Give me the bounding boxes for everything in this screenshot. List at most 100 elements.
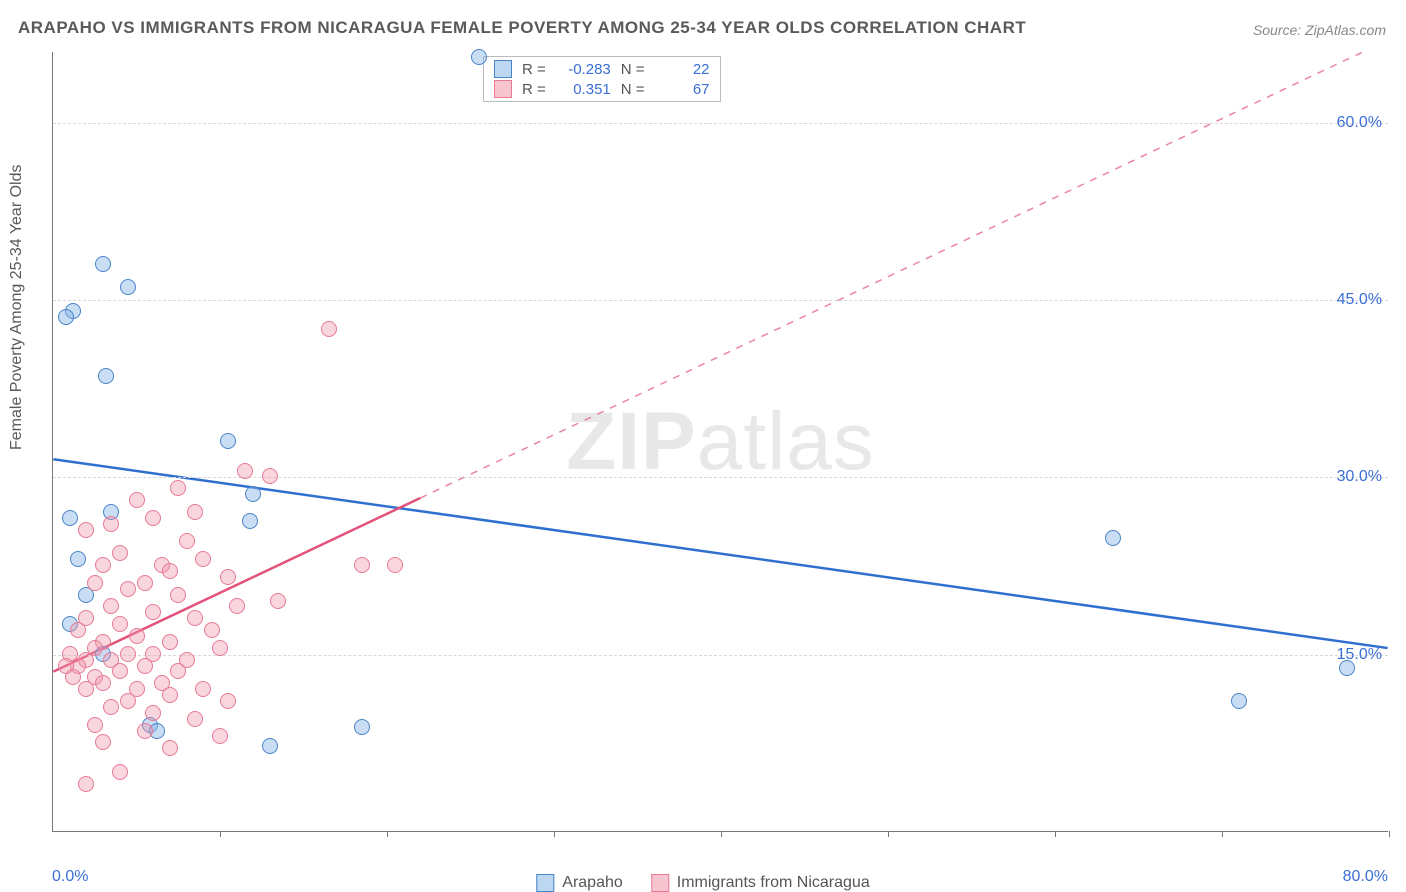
legend-item-arapaho: Arapaho: [536, 874, 623, 892]
scatter-point: [103, 699, 119, 715]
scatter-point: [321, 321, 337, 337]
scatter-point: [120, 646, 136, 662]
n-label: N =: [621, 61, 645, 78]
scatter-point: [112, 616, 128, 632]
scatter-plot: ZIPatlas R = -0.283 N = 22 R = 0.351 N =…: [52, 52, 1388, 832]
scatter-point: [70, 622, 86, 638]
x-tick: [387, 831, 388, 837]
gridline: [53, 655, 1388, 656]
gridline: [53, 477, 1388, 478]
n-value: 22: [655, 61, 710, 78]
scatter-point: [1231, 693, 1247, 709]
scatter-point: [137, 658, 153, 674]
scatter-point: [103, 598, 119, 614]
scatter-point: [354, 557, 370, 573]
scatter-point: [58, 309, 74, 325]
scatter-point: [112, 764, 128, 780]
scatter-point: [179, 533, 195, 549]
scatter-point: [162, 740, 178, 756]
x-tick: [721, 831, 722, 837]
swatch-icon: [536, 874, 554, 892]
scatter-point: [129, 628, 145, 644]
legend: Arapaho Immigrants from Nicaragua: [536, 874, 869, 892]
scatter-point: [187, 711, 203, 727]
scatter-point: [120, 279, 136, 295]
scatter-point: [95, 557, 111, 573]
scatter-point: [162, 563, 178, 579]
scatter-point: [262, 738, 278, 754]
legend-label: Arapaho: [562, 874, 623, 892]
n-label: N =: [621, 81, 645, 98]
r-value: 0.351: [556, 81, 611, 98]
chart-title: ARAPAHO VS IMMIGRANTS FROM NICARAGUA FEM…: [18, 18, 1026, 38]
scatter-point: [112, 545, 128, 561]
r-label: R =: [522, 61, 546, 78]
watermark: ZIPatlas: [566, 395, 875, 489]
scatter-point: [262, 468, 278, 484]
scatter-point: [270, 593, 286, 609]
stats-row-arapaho: R = -0.283 N = 22: [484, 59, 720, 79]
scatter-point: [78, 776, 94, 792]
scatter-point: [65, 669, 81, 685]
scatter-point: [78, 681, 94, 697]
scatter-point: [1105, 530, 1121, 546]
scatter-point: [187, 610, 203, 626]
y-tick-label: 60.0%: [1337, 114, 1382, 132]
x-tick: [554, 831, 555, 837]
legend-item-nicaragua: Immigrants from Nicaragua: [651, 874, 870, 892]
r-value: -0.283: [556, 61, 611, 78]
scatter-point: [220, 433, 236, 449]
x-tick: [1222, 831, 1223, 837]
scatter-point: [237, 463, 253, 479]
scatter-point: [103, 516, 119, 532]
y-tick-label: 45.0%: [1337, 291, 1382, 309]
scatter-point: [78, 522, 94, 538]
scatter-point: [204, 622, 220, 638]
scatter-point: [195, 681, 211, 697]
scatter-point: [245, 486, 261, 502]
trend-lines: [53, 52, 1388, 831]
x-tick: [1389, 831, 1390, 837]
scatter-point: [95, 734, 111, 750]
watermark-bold: ZIP: [566, 396, 697, 487]
scatter-point: [120, 581, 136, 597]
stats-row-nicaragua: R = 0.351 N = 67: [484, 79, 720, 99]
watermark-thin: atlas: [697, 396, 875, 487]
x-tick: [888, 831, 889, 837]
scatter-point: [170, 663, 186, 679]
swatch-icon: [651, 874, 669, 892]
scatter-point: [112, 663, 128, 679]
scatter-point: [354, 719, 370, 735]
scatter-point: [162, 634, 178, 650]
scatter-point: [145, 705, 161, 721]
scatter-point: [145, 510, 161, 526]
scatter-point: [137, 723, 153, 739]
scatter-point: [220, 569, 236, 585]
y-tick-label: 30.0%: [1337, 468, 1382, 486]
legend-label: Immigrants from Nicaragua: [677, 874, 870, 892]
scatter-point: [95, 675, 111, 691]
scatter-point: [242, 513, 258, 529]
scatter-point: [229, 598, 245, 614]
source-label: Source: ZipAtlas.com: [1253, 22, 1386, 38]
r-label: R =: [522, 81, 546, 98]
scatter-point: [195, 551, 211, 567]
gridline: [53, 123, 1388, 124]
n-value: 67: [655, 81, 710, 98]
scatter-point: [212, 640, 228, 656]
x-tick: [220, 831, 221, 837]
scatter-point: [187, 504, 203, 520]
y-axis-label: Female Poverty Among 25-34 Year Olds: [8, 165, 26, 451]
scatter-point: [87, 717, 103, 733]
scatter-point: [162, 687, 178, 703]
x-min-label: 0.0%: [52, 868, 88, 886]
scatter-point: [1339, 660, 1355, 676]
scatter-point: [170, 480, 186, 496]
stats-box: R = -0.283 N = 22 R = 0.351 N = 67: [483, 56, 721, 102]
scatter-point: [387, 557, 403, 573]
swatch-icon: [494, 60, 512, 78]
scatter-point: [471, 49, 487, 65]
scatter-point: [145, 604, 161, 620]
scatter-point: [137, 575, 153, 591]
scatter-point: [98, 368, 114, 384]
